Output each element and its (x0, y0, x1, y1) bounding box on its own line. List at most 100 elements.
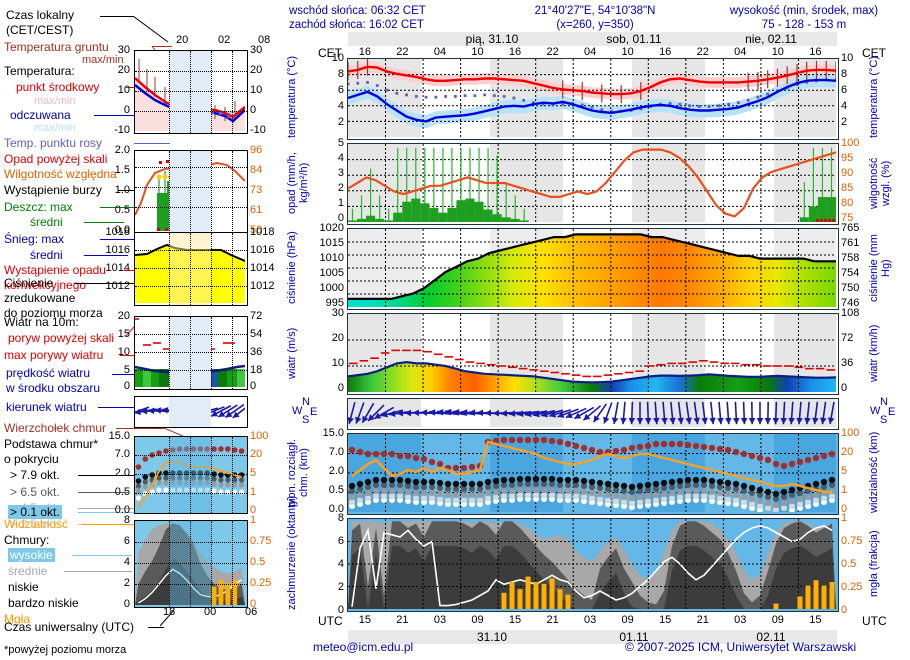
small-top-hour-1: 02 (218, 34, 231, 46)
small-panel-temperature[interactable] (134, 50, 248, 134)
compass-w-right: W (870, 405, 881, 417)
day-label-2: nie, 02.11 (745, 32, 797, 46)
legend-humidity: Wilgotność względna (4, 167, 117, 181)
gridline-v (190, 317, 191, 389)
legend-wspd-2: w środku obszaru (6, 381, 101, 395)
legend-cl-mid: średnie (8, 564, 48, 578)
legend-snow: Śnieg: max (4, 232, 65, 246)
hour-tick: 21 (546, 614, 559, 626)
gridline-v (232, 521, 233, 607)
daybar-b-0 (348, 630, 421, 644)
hour-tick: 22 (396, 46, 409, 58)
hour-tick: 21 (396, 614, 409, 626)
hour-tick: 10 (621, 46, 634, 58)
legend-rain: Deszcz: max (4, 200, 73, 214)
gridline-v (211, 521, 212, 607)
cloudiness-plot (348, 519, 836, 609)
main-panel-cloudiness[interactable] (347, 518, 839, 612)
leader-snow (100, 239, 138, 240)
gridline-v (169, 233, 170, 305)
gridline-v (211, 51, 212, 133)
legend-utc-label: Czas uniwersalny (UTC) (4, 620, 135, 634)
precip-axis-label-right: wilgotność wzgl. (%) (868, 143, 906, 223)
gridline-h (135, 268, 247, 269)
hour-tick: 15 (358, 614, 372, 626)
day-label-utc-0: 31.10 (476, 630, 508, 644)
temp-axis-unit-r: (°C) (868, 55, 880, 76)
wind-axis-name: wiatr (286, 355, 298, 379)
compass-n-left: N (302, 396, 310, 408)
elevation-label: wysokość (min, środek, max) (729, 5, 879, 17)
temp-axis-label-left: temperatura (°C) (286, 56, 316, 138)
legend-temp: Temperatura: (4, 64, 75, 78)
day-label-utc-1: 01.11 (619, 630, 649, 644)
hour-tick: 21 (696, 614, 709, 626)
leader-okt79 (78, 475, 136, 476)
night-shade (169, 397, 211, 427)
legend-conv-2: konwekcyjnego (4, 278, 87, 292)
small-axis-top: 20 02 08 (0, 34, 300, 50)
elevation: wysokość (min, środek, max) 75 - 128 - 1… (700, 4, 908, 32)
small-panel-cloudiness[interactable] (134, 520, 248, 608)
hour-tick: 09 (621, 614, 634, 626)
small-top-hour-2: 08 (258, 34, 271, 46)
sunrise-text: wschód słońca: 06:32 CET (289, 5, 426, 17)
main-panel-pressure[interactable] (347, 228, 839, 310)
elevation-value: 75 - 128 - 153 m (761, 19, 847, 31)
leader-visibility (82, 524, 138, 525)
small-panel-precipitation[interactable] (134, 150, 248, 234)
gridline-h (135, 455, 247, 456)
gridline-h (135, 563, 247, 564)
small-panel-wind[interactable] (134, 316, 248, 390)
legend-temp-felt: odczuwana (10, 108, 71, 122)
cover-axis-label-left: zachmurzenie (oktanty) (286, 496, 316, 610)
gridline-h (135, 370, 247, 371)
cloud-axis-label-right: widzialność (km) (868, 432, 906, 513)
small-panel-wind-direction[interactable] (134, 396, 248, 428)
temp-axis-name-r: temperatura (868, 78, 880, 138)
legend-gust-max: max porywy wiatru (4, 348, 104, 362)
main-panel-temperature[interactable] (347, 58, 839, 140)
gridline-v (190, 151, 191, 233)
hour-tick: 22 (696, 46, 709, 58)
compass-n-right: N (880, 396, 888, 408)
leader-localtime-diag (133, 16, 169, 43)
main-panel-precipitation[interactable] (347, 143, 839, 225)
coords-text: 21°40'27"E, 54°10'38"N (534, 5, 656, 17)
leader-utc (148, 627, 164, 628)
legend-precip-over: Opad powyżej skali (4, 152, 108, 166)
main-panel-wind-direction[interactable] (347, 398, 839, 430)
day-label-1: sob, 01.11 (606, 32, 662, 46)
legend-local-time-2: (CET/CEST) (6, 23, 74, 37)
leader-snow-avg (84, 255, 128, 256)
wind-axis-unit: (m/s) (286, 327, 298, 353)
coordinates: 21°40'27"E, 54°10'38"N (x=260, y=350) (500, 4, 690, 32)
cloud-extent-plot (348, 434, 836, 512)
legend-footnote: *powyżej poziomu morza (4, 644, 127, 656)
compass-e-left: E (310, 406, 318, 418)
hour-tick: 15 (659, 614, 672, 626)
legend-storm: Wystąpienie burzy (4, 183, 102, 197)
footer-email[interactable]: meteo@icm.edu.pl (313, 640, 414, 654)
leader-dewpoint (134, 143, 170, 144)
precipitation-plot (348, 144, 836, 222)
small-panel-pressure[interactable] (134, 232, 248, 306)
day-label-0: pią, 31.10 (465, 32, 519, 46)
compass-s-left: S (302, 414, 310, 426)
small-panel-cloud-layers[interactable] (134, 436, 248, 514)
main-panel-wind[interactable] (347, 313, 839, 395)
precip-axis-label-left: opad (mm/h, kg/m²/h) (286, 143, 316, 223)
legend-dewpoint: Temp. punktu rosy (4, 136, 103, 150)
legend-panel: Czas lokalny (CET/CEST) Temperatura grun… (0, 0, 300, 660)
main-panel-cloud-extent[interactable] (347, 433, 839, 515)
daybar-b-1 (421, 630, 563, 644)
cover-axis-unit-r: (frakcja) (868, 530, 880, 571)
hour-tick: 15 (508, 614, 522, 626)
cet-label-right: CET (862, 46, 886, 60)
legend-cl-low: niskie (8, 580, 39, 594)
legend-okt-79: > 7.9 okt. (10, 468, 60, 482)
gridline-v (190, 437, 191, 513)
legend-gust-over: poryw powyżej skali (8, 331, 115, 345)
press-axis-label-left: ciśnienie (hPa) (286, 228, 316, 308)
cover-axis-name: zachmurzenie (286, 541, 298, 610)
